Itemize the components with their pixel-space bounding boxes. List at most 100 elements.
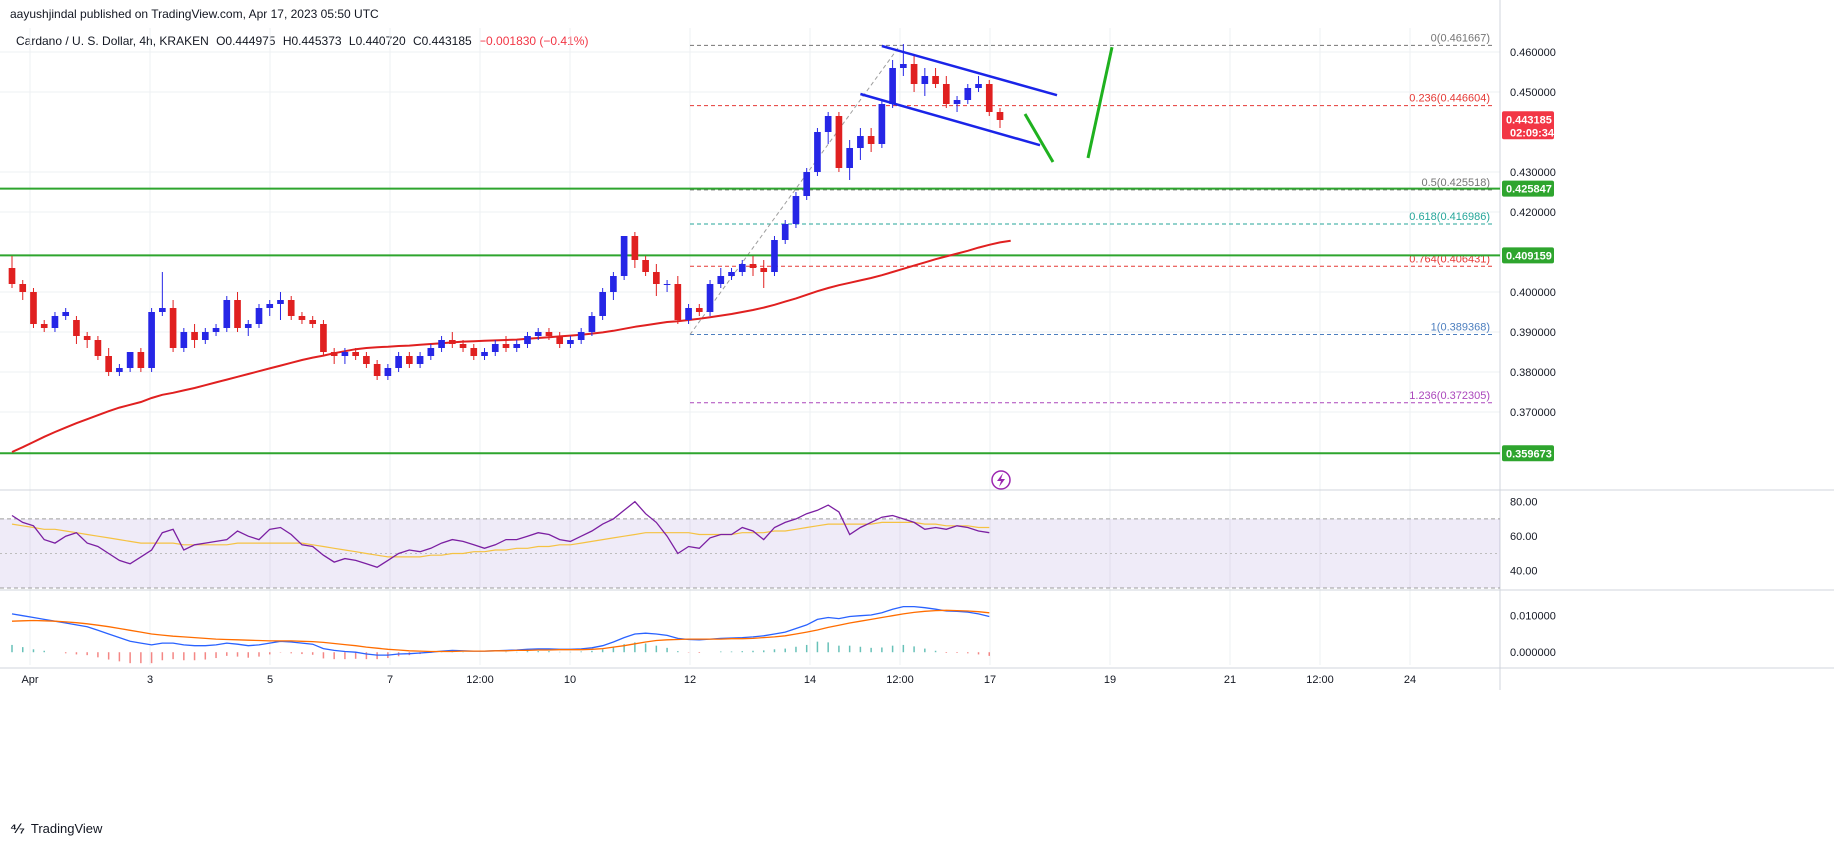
fib-level-label: 1.236(0.372305) [1409,390,1490,402]
candle-body [824,116,832,132]
candle-body [8,268,16,284]
candle-body [900,64,907,68]
candle-body [502,344,510,348]
time-axis-tick-label: Apr [21,674,38,686]
candle-body [706,284,714,312]
candle-body [964,88,972,100]
ohlc-close: C0.443185 [412,34,472,48]
candle-body [352,352,359,356]
candle-body [287,300,295,316]
price-tag-box [1502,111,1554,140]
ohlc-open: O0.444975 [216,34,276,48]
candle-body [180,332,188,348]
support-resistance-levels[interactable] [0,187,1500,455]
candle-body [985,84,993,112]
candle-body [266,304,274,308]
candle-body [577,332,585,340]
candle-body [513,344,521,348]
candle-body [717,276,725,284]
symbol-name[interactable]: Cardano / U. S. Dollar, 4h, KRAKEN [16,34,209,48]
time-axis-tick-label: 10 [564,674,576,686]
time-axis-tick-label: 3 [147,674,153,686]
time-axis-tick-label: 12:00 [1306,674,1334,686]
candle-body [921,76,929,84]
candle-body [738,264,746,272]
price-axis-tick-label: 0.430000 [1510,167,1556,179]
macd-line [11,605,990,656]
tradingview-brand[interactable]: ⁴⁄₇ TradingView [10,820,102,836]
time-axis-tick-label: 17 [984,674,996,686]
time-axis-tick-label: 19 [1104,674,1116,686]
candle-body [51,316,59,328]
trend-drawings[interactable] [860,44,1114,490]
candle-body [942,84,950,104]
candle-body [749,264,757,268]
ohlc-low: L0.440720 [348,34,406,48]
candle-body [116,368,123,372]
ohlc-change: −0.001830 (−0.41%) [479,34,589,48]
publisher-line: aayushjindal published on TradingView.co… [10,7,379,21]
fibonacci-retracement[interactable]: 0(0.461667) 0.236(0.446604) 0.5(0.425518) 0… [689,32,1495,404]
candle-body [674,284,682,320]
candle-body [384,368,392,376]
candle-body [373,364,381,376]
candle-body [631,236,639,260]
rsi-axis-tick-label: 40.00 [1510,566,1538,578]
candle-body [771,240,778,272]
rsi-ma-line [11,521,990,558]
price-tag-label: 0.443185 [1506,114,1552,126]
candle-body [524,336,531,344]
candle-body [481,352,488,356]
candle-body [191,332,198,340]
price-tag-label: 0.359673 [1506,448,1552,460]
candle-body [610,276,617,292]
candle-body [545,332,553,336]
candle-body [534,332,542,336]
time-axis-tick-label: 5 [267,674,273,686]
ema-line [11,239,1011,453]
candle-body [277,300,284,304]
candle-body [814,132,821,172]
candle-body [889,68,896,104]
candle-body [760,268,768,272]
time-axis-tick-label: 12 [684,674,696,686]
ema-100-line [11,239,1011,453]
candle-body [137,352,145,368]
candle-body [62,312,70,316]
candle-body [83,336,91,340]
candle-body [416,356,424,364]
candle-body [438,340,445,348]
candle-body [341,352,349,356]
candle-body [470,348,478,356]
candle-body [953,100,961,104]
price-tag-box [1502,180,1554,197]
tradingview-logo-icon: ⁴⁄₇ [10,820,25,836]
candle-body [234,300,241,328]
price-axis-tick-label: 0.390000 [1510,327,1556,339]
fib-level-label: 0.618(0.416986) [1409,211,1490,223]
candle-body [792,196,800,224]
candle-body [781,224,789,240]
lightning-icon-bolt [997,473,1005,487]
lightning-icon [991,470,1011,490]
candle-body [846,148,853,168]
candle-body [330,352,338,356]
candle-body [126,352,134,368]
candle-body [642,260,649,272]
price-axis-tick-label: 0.370000 [1510,407,1556,419]
candle-body [212,328,220,332]
candle-body [105,356,112,372]
rsi-pane [0,500,1500,589]
candle-body [803,172,811,196]
candle-body [556,336,564,344]
candle-body [244,324,252,328]
projection-down-line [1023,113,1055,163]
candle-body [406,356,413,364]
price-axis-tick-label: 0.380000 [1510,367,1556,379]
candle-body [395,356,402,368]
price-tag-countdown: 02:09:34 [1510,127,1555,139]
candle-body [588,316,596,332]
candles [8,44,1004,380]
candle-body [30,292,37,324]
